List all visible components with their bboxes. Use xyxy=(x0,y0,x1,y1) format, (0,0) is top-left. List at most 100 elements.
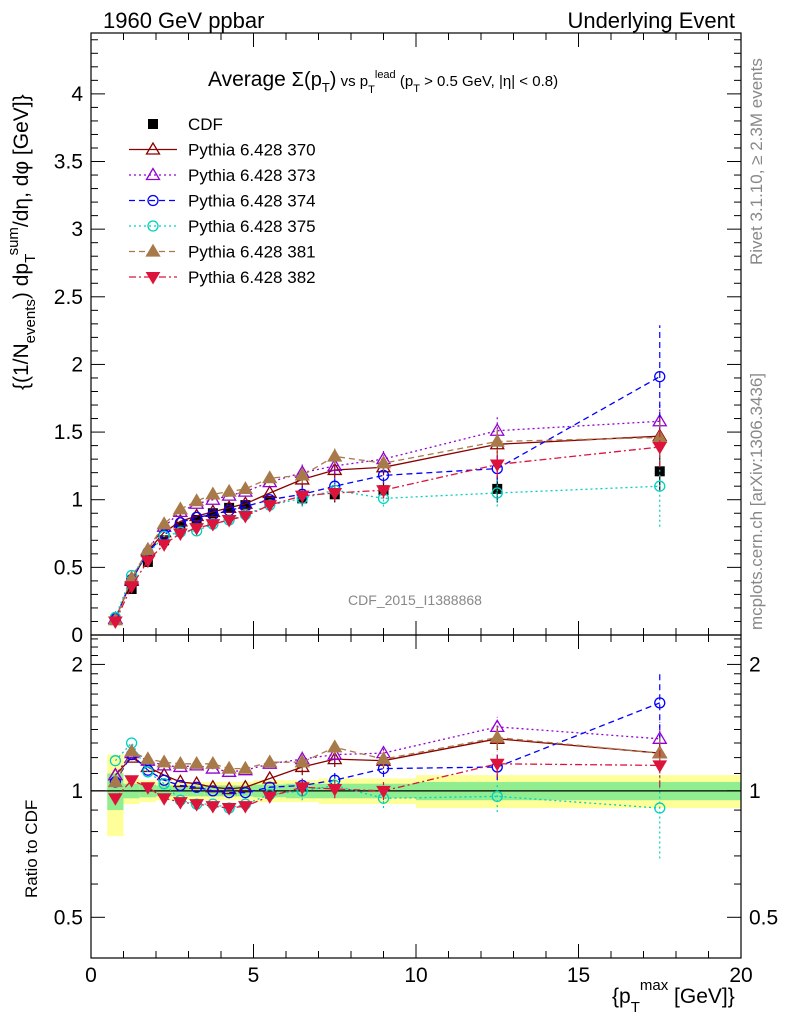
legend-marker xyxy=(147,220,159,232)
data-point xyxy=(190,511,203,523)
legend-item: CDF xyxy=(148,115,223,134)
data-point xyxy=(107,616,123,629)
data-point xyxy=(221,483,237,497)
x-tick-label: 5 xyxy=(248,964,260,987)
legend-marker xyxy=(145,243,161,257)
legend-item: Pythia 6.428 370 xyxy=(129,141,316,160)
ratio-point xyxy=(489,758,505,772)
data-point xyxy=(172,528,188,542)
ratio-point xyxy=(221,803,237,816)
series-6 xyxy=(107,426,668,629)
ratio-y-tick-label-right: 2 xyxy=(749,653,761,676)
legend: CDF Pythia 6.428 370 Pythia 6.428 373 Pythi… xyxy=(129,115,316,287)
ratio-point xyxy=(239,787,252,799)
data-point xyxy=(140,541,156,555)
ratio-point xyxy=(205,756,221,769)
ratio-point xyxy=(156,793,172,806)
series-line xyxy=(114,446,660,622)
data-point xyxy=(156,539,172,552)
x-tick-label: 20 xyxy=(729,964,752,987)
ratio-y-tick-label: 1 xyxy=(71,780,83,803)
ratio-point xyxy=(491,790,503,803)
data-point xyxy=(652,441,668,455)
data-point xyxy=(491,487,503,499)
data-point xyxy=(492,483,503,494)
x-tick-label: 15 xyxy=(567,964,590,987)
y-tick-label: 3 xyxy=(71,218,83,241)
data-point xyxy=(489,459,505,473)
ratio-point xyxy=(221,781,237,795)
data-point xyxy=(221,515,237,528)
y-tick-label: 0 xyxy=(71,624,83,647)
watermark: CDF_2015_I1388868 xyxy=(348,592,482,608)
data-point xyxy=(205,486,221,500)
ratio-point xyxy=(174,779,187,792)
header-right: Underlying Event xyxy=(567,8,735,33)
legend-item: Pythia 6.428 381 xyxy=(129,243,316,262)
ratio-point xyxy=(188,756,205,769)
data-point xyxy=(124,581,140,594)
ratio-point xyxy=(237,779,254,793)
data-point xyxy=(375,455,392,469)
series-2 xyxy=(107,400,668,624)
mcplots-label: mcplots.cern.ch [arXiv:1306.3436] xyxy=(747,373,766,630)
data-point xyxy=(294,490,310,504)
ratio-point xyxy=(489,729,505,743)
ratio-point xyxy=(327,746,343,760)
ratio-point xyxy=(158,778,170,790)
ratio-series-4 xyxy=(107,726,668,788)
ratio-point xyxy=(221,760,237,774)
legend-item: Pythia 6.428 382 xyxy=(129,268,316,287)
chart-title: Average Σ(pT) vs pTlead (pT > 0.5 GeV, |… xyxy=(208,68,558,96)
ratio-point xyxy=(156,754,172,768)
legend-label: Pythia 6.428 382 xyxy=(188,268,316,287)
data-point xyxy=(237,481,254,495)
series-line xyxy=(114,485,660,618)
legend-label: Pythia 6.428 381 xyxy=(188,243,316,262)
data-point xyxy=(240,500,251,511)
ratio-point xyxy=(142,766,154,778)
ratio-line xyxy=(114,763,660,809)
ratio-series-5 xyxy=(107,745,668,816)
ratio-point xyxy=(190,781,203,793)
legend-item: Pythia 6.428 375 xyxy=(129,217,316,236)
y-tick-label: 0.5 xyxy=(54,556,83,579)
ratio-point xyxy=(327,751,343,765)
ratio-point xyxy=(294,754,310,768)
legend-label: Pythia 6.428 375 xyxy=(188,217,316,236)
legend-marker xyxy=(145,167,161,181)
data-point xyxy=(654,370,666,383)
ratio-point xyxy=(294,782,310,795)
data-point xyxy=(327,448,343,462)
legend-label: CDF xyxy=(188,115,223,134)
ratio-ylabel: Ratio to CDF xyxy=(22,800,41,898)
ratio-y-tick-label: 0.5 xyxy=(54,906,83,929)
ratio-point xyxy=(223,787,235,799)
legend-item: Pythia 6.428 373 xyxy=(129,166,316,185)
data-point xyxy=(172,513,189,527)
y-tick-label: 3.5 xyxy=(54,151,83,174)
data-point xyxy=(189,523,205,536)
y-tick-label: 2 xyxy=(71,353,83,376)
y-tick-label: 1.5 xyxy=(54,421,83,444)
ratio-point xyxy=(327,739,343,753)
legend-item: Pythia 6.428 374 xyxy=(129,192,316,211)
ratio-point xyxy=(123,743,140,757)
data-point xyxy=(327,462,343,476)
ratio-y-tick-label: 2 xyxy=(71,653,83,676)
ratio-point xyxy=(262,754,278,768)
data-point xyxy=(205,519,221,532)
data-point xyxy=(262,485,278,499)
legend-label: Pythia 6.428 373 xyxy=(188,166,316,185)
y-tick-label: 4 xyxy=(71,83,83,106)
ratio-point xyxy=(109,755,122,767)
data-point xyxy=(294,467,310,481)
ratio-y-tick-label-right: 1 xyxy=(749,780,761,803)
ratio-point xyxy=(654,697,666,709)
legend-marker xyxy=(145,272,161,285)
data-point xyxy=(140,555,156,569)
ratio-line xyxy=(114,702,661,794)
ratio-point xyxy=(189,799,205,812)
ratio-point xyxy=(140,782,156,795)
